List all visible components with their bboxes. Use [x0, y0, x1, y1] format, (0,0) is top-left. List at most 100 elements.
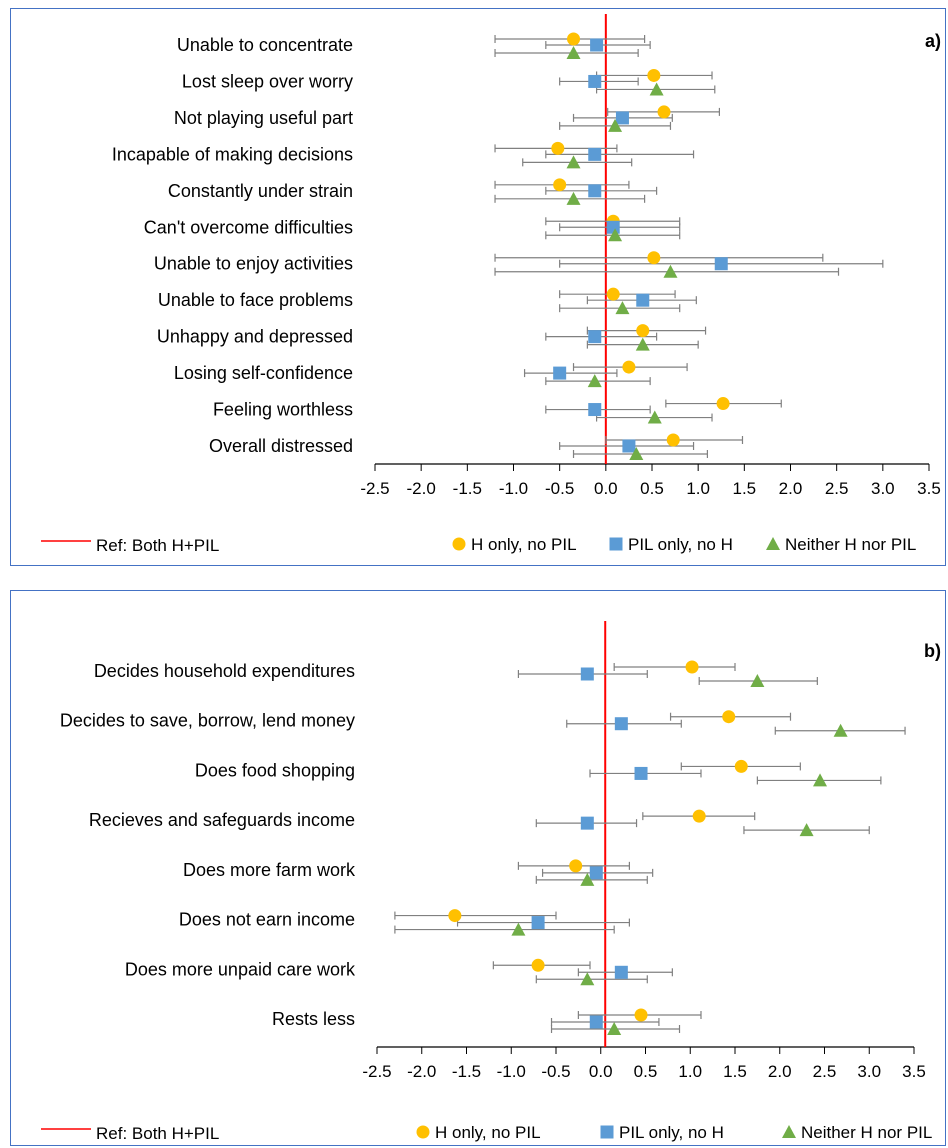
legend-reference-label: Ref: Both H+PIL: [96, 1124, 219, 1143]
legend-label: PIL only, no H: [619, 1123, 724, 1142]
legend-reference-label: Ref: Both H+PIL: [96, 536, 219, 555]
data-point-square: [636, 293, 650, 307]
data-point-triangle: [608, 118, 623, 132]
data-point-circle: [551, 141, 565, 155]
data-point-square: [614, 717, 628, 731]
data-point-circle: [657, 105, 671, 119]
category-label: Does not earn income: [179, 910, 355, 930]
category-label: Feeling worthless: [213, 400, 353, 420]
chart-panel-b: b) Decides household expenditures Decides …: [10, 590, 946, 1146]
data-point-triangle: [647, 410, 662, 424]
data-point-square: [714, 257, 728, 271]
data-point-circle: [647, 68, 661, 82]
category-label: Losing self-confidence: [174, 363, 353, 383]
data-point-circle: [716, 397, 730, 411]
data-point-triangle: [833, 723, 848, 737]
x-tick-label: 0.5: [640, 479, 664, 498]
data-point-circle: [636, 324, 650, 338]
legend-marker-triangle: [766, 537, 780, 550]
x-tick-label: -0.5: [545, 479, 574, 498]
chart-b-svg: b) Decides household expenditures Decides …: [41, 621, 941, 1143]
chart-a-svg: a) Unable to concentrate Lost sleep over w…: [41, 14, 941, 555]
data-point-triangle: [587, 374, 602, 388]
data-point-circle: [553, 178, 567, 192]
data-point-triangle: [607, 1022, 622, 1035]
data-point-triangle: [615, 301, 630, 315]
x-tick-label: -2.5: [360, 479, 389, 498]
x-tick-label: 2.0: [779, 479, 803, 498]
x-tick-label: 3.0: [871, 479, 895, 498]
category-label: Decides to save, borrow, lend money: [60, 711, 355, 731]
category-label: Constantly under strain: [168, 181, 353, 201]
x-tick-label: -1.5: [452, 1062, 481, 1081]
x-tick-label: 2.5: [825, 479, 849, 498]
legend-label: Neither H nor PIL: [801, 1123, 932, 1142]
category-label: Not playing useful part: [174, 108, 353, 128]
data-point-circle: [666, 433, 680, 447]
legend-marker-square: [600, 1125, 614, 1139]
category-label: Decides household expenditures: [94, 661, 355, 681]
data-point-triangle: [799, 823, 814, 837]
x-tick-label: 1.5: [733, 479, 757, 498]
data-point-triangle: [635, 337, 650, 351]
data-point-circle: [567, 32, 581, 46]
data-point-circle: [622, 360, 636, 374]
data-point-square: [553, 366, 567, 380]
legend-marker-triangle: [782, 1125, 796, 1138]
data-point-circle: [448, 909, 462, 923]
category-label: Unable to enjoy activities: [154, 254, 353, 274]
category-label: Overall distressed: [209, 436, 353, 456]
data-point-triangle: [580, 972, 595, 986]
x-tick-label: 0.0: [589, 1062, 613, 1081]
x-tick-label: 1.0: [678, 1062, 702, 1081]
data-point-square: [588, 74, 602, 88]
x-tick-label: 3.5: [902, 1062, 926, 1081]
data-point-square: [588, 330, 602, 344]
data-point-circle: [734, 759, 748, 773]
x-tick-label: -2.5: [362, 1062, 391, 1081]
data-point-triangle: [566, 155, 581, 169]
x-tick-label: 2.5: [813, 1062, 837, 1081]
data-point-triangle: [663, 264, 678, 278]
category-label: Incapable of making decisions: [112, 144, 353, 164]
x-tick-label: -2.0: [407, 479, 436, 498]
category-label: Unhappy and depressed: [157, 327, 353, 347]
data-point-square: [531, 916, 545, 930]
data-point-square: [606, 220, 620, 234]
data-point-circle: [531, 958, 545, 972]
category-label: Does more unpaid care work: [125, 959, 356, 979]
legend-label: H only, no PIL: [435, 1123, 541, 1142]
x-tick-label: -1.5: [453, 479, 482, 498]
legend-marker-circle: [416, 1125, 430, 1139]
data-point-square: [589, 866, 603, 880]
category-label: Lost sleep over worry: [182, 71, 353, 91]
data-point-triangle: [566, 46, 581, 59]
data-point-circle: [569, 859, 583, 873]
data-point-square: [590, 38, 604, 52]
data-point-square: [580, 816, 594, 830]
data-point-triangle: [511, 922, 526, 936]
data-point-triangle: [649, 82, 664, 96]
x-tick-label: 0.0: [594, 479, 618, 498]
panel-label: a): [925, 31, 941, 51]
category-label: Rests less: [272, 1009, 355, 1029]
x-tick-label: -1.0: [497, 1062, 526, 1081]
data-point-triangle: [813, 773, 828, 787]
panel-label: b): [924, 641, 941, 661]
data-point-triangle: [750, 674, 765, 687]
data-point-triangle: [608, 228, 623, 242]
data-point-circle: [685, 660, 699, 674]
data-point-square: [634, 766, 648, 780]
x-tick-label: -0.5: [541, 1062, 570, 1081]
category-label: Unable to face problems: [158, 290, 353, 310]
data-point-circle: [634, 1008, 648, 1022]
x-tick-label: -2.0: [407, 1062, 436, 1081]
data-point-circle: [722, 710, 736, 724]
data-point-square: [615, 111, 629, 125]
x-tick-label: 2.0: [768, 1062, 792, 1081]
data-point-square: [588, 147, 602, 161]
x-tick-label: 1.5: [723, 1062, 747, 1081]
legend-marker-circle: [452, 537, 466, 551]
x-tick-label: 3.0: [857, 1062, 881, 1081]
legend-label: PIL only, no H: [628, 535, 733, 554]
